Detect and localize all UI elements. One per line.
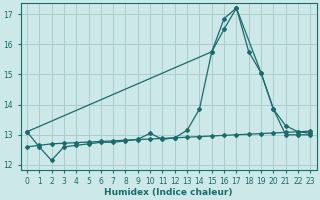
X-axis label: Humidex (Indice chaleur): Humidex (Indice chaleur) xyxy=(104,188,233,197)
